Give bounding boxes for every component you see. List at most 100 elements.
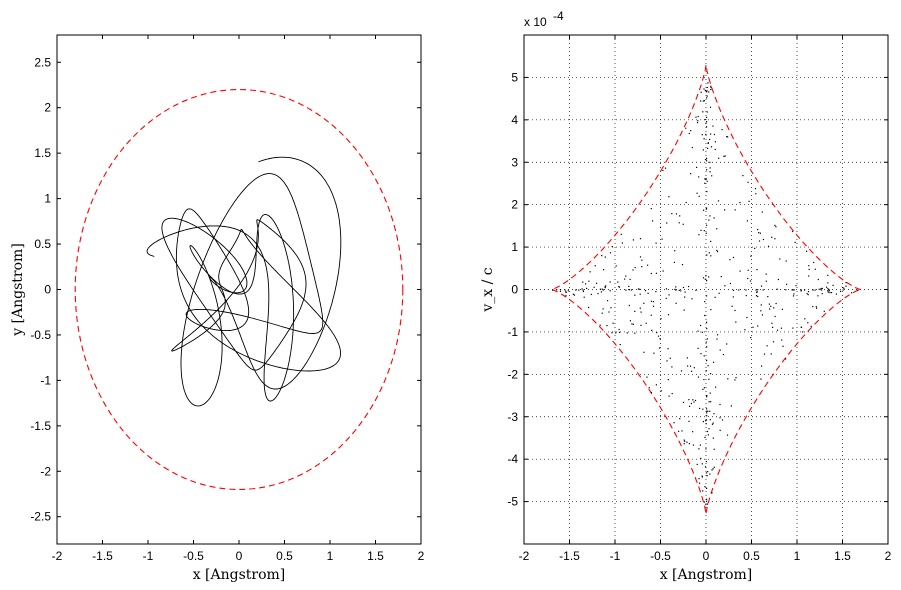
- scatter-point: [628, 285, 630, 287]
- scatter-point: [632, 239, 634, 241]
- scatter-point: [719, 349, 721, 351]
- scatter-point: [706, 191, 708, 193]
- scatter-point: [717, 200, 720, 202]
- scatter-point: [705, 122, 707, 124]
- scatter-point: [606, 325, 608, 327]
- scatter-point: [698, 176, 700, 178]
- scatter-point: [593, 286, 595, 288]
- scatter-point: [705, 341, 707, 343]
- scatter-point: [630, 289, 632, 291]
- scatter-point: [748, 200, 750, 202]
- scatter-point: [712, 468, 714, 470]
- scatter-point: [771, 322, 773, 324]
- scatter-point: [732, 296, 734, 298]
- scatter-point: [621, 242, 623, 244]
- scatter-point: [594, 265, 596, 267]
- scatter-point: [697, 330, 699, 332]
- scatter-point: [643, 351, 645, 353]
- y-tick-label: -1: [40, 373, 51, 387]
- scatter-point: [706, 430, 709, 433]
- scatter-point: [661, 238, 663, 240]
- scatter-point: [772, 326, 774, 328]
- scatter-point: [673, 261, 675, 263]
- y-exponent-power: -4: [553, 9, 564, 23]
- scatter-point: [666, 222, 668, 224]
- scatter-point: [707, 503, 709, 505]
- scatter-point: [806, 250, 808, 252]
- scatter-point: [706, 126, 708, 128]
- scatter-point: [572, 293, 574, 295]
- scatter-point: [702, 277, 705, 279]
- scatter-point: [719, 403, 721, 406]
- scatter-point: [602, 308, 604, 310]
- scatter-point: [679, 418, 681, 420]
- scatter-point: [713, 217, 715, 219]
- scatter-point: [578, 289, 580, 291]
- scatter-point: [699, 444, 701, 446]
- scatter-point: [706, 328, 708, 330]
- y-tick-label: 2.5: [34, 55, 51, 69]
- scatter-point: [792, 327, 794, 329]
- scatter-point: [785, 289, 787, 291]
- scatter-point: [706, 86, 708, 89]
- scatter-point: [706, 95, 708, 97]
- scatter-point: [705, 504, 707, 506]
- scatter-point: [644, 290, 647, 292]
- scatter-point: [758, 232, 760, 234]
- y-tick-label: 3: [511, 155, 518, 169]
- scatter-point: [706, 207, 708, 209]
- scatter-point: [704, 420, 707, 422]
- scatter-point: [827, 282, 829, 284]
- scatter-point: [702, 149, 704, 151]
- scatter-point: [781, 308, 783, 310]
- scatter-point: [684, 296, 686, 298]
- scatter-point: [734, 379, 736, 381]
- x-tick-label: 0.5: [743, 549, 760, 563]
- scatter-point: [704, 436, 706, 438]
- scatter-point: [722, 354, 725, 356]
- scatter-point: [705, 419, 708, 421]
- scatter-point: [760, 304, 762, 306]
- scatter-point: [671, 393, 673, 395]
- scatter-point: [706, 157, 708, 159]
- scatter-point: [657, 335, 660, 337]
- scatter-point: [706, 475, 708, 477]
- scatter-point: [704, 466, 707, 468]
- scatter-point: [588, 306, 590, 309]
- scatter-point: [792, 230, 794, 233]
- y-tick-label: 0: [44, 283, 51, 297]
- scatter-point: [706, 396, 708, 398]
- scatter-point: [710, 401, 712, 403]
- scatter-point: [667, 314, 670, 316]
- scatter-point: [766, 345, 768, 347]
- scatter-point: [707, 82, 709, 84]
- scatter-point: [693, 367, 695, 369]
- scatter-point: [702, 408, 704, 410]
- scatter-point: [624, 278, 626, 280]
- scatter-point: [749, 280, 752, 282]
- scatter-point: [767, 296, 769, 298]
- scatter-point: [744, 329, 746, 331]
- scatter-point: [692, 444, 695, 446]
- scatter-point: [668, 196, 670, 198]
- scatter-point: [782, 345, 784, 347]
- x-tick-label: -1: [143, 549, 154, 563]
- scatter-point: [701, 475, 703, 477]
- scatter-point: [582, 281, 584, 283]
- scatter-point: [586, 287, 588, 289]
- scatter-point: [760, 285, 763, 287]
- scatter-point: [611, 332, 613, 334]
- x-tick-label: 0: [236, 549, 243, 563]
- scatter-point: [609, 252, 612, 254]
- scatter-point: [675, 286, 677, 288]
- scatter-point: [792, 295, 795, 297]
- scatter-point: [700, 229, 702, 231]
- scatter-point: [709, 138, 711, 141]
- scatter-point: [716, 228, 718, 230]
- y-tick-label: 4: [511, 113, 518, 127]
- scatter-point: [706, 97, 708, 99]
- scatter-point: [632, 323, 634, 325]
- scatter-point: [719, 429, 721, 431]
- scatter-point: [706, 169, 708, 171]
- scatter-point: [683, 439, 685, 441]
